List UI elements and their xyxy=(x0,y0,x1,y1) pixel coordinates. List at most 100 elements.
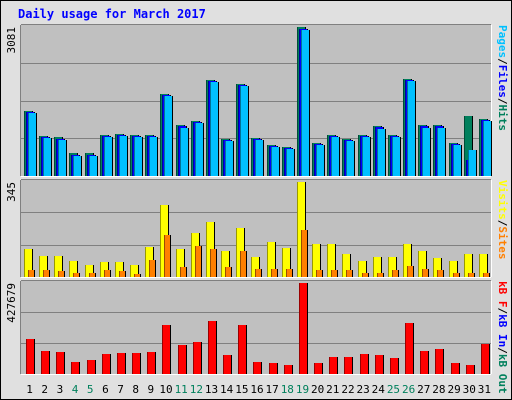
bar-pages xyxy=(468,150,477,176)
bar-kb-f xyxy=(284,365,293,374)
bar-sites xyxy=(392,270,399,277)
bar-pages xyxy=(407,81,416,176)
bar-kb-f xyxy=(314,363,323,374)
bar-kb-f xyxy=(299,283,308,374)
bar-pages xyxy=(164,96,173,176)
bar-kb-f xyxy=(405,323,414,374)
bar-pages xyxy=(346,141,355,176)
bar-pages xyxy=(119,136,128,176)
x-tick-label: 30 xyxy=(463,383,476,396)
bar-pages xyxy=(377,129,386,176)
bar-visits xyxy=(39,256,48,277)
bar-sites xyxy=(73,273,80,277)
x-tick-label: 29 xyxy=(447,383,460,396)
bar-hits xyxy=(464,116,473,176)
bar-kb-f xyxy=(223,355,232,374)
bar-visits xyxy=(327,244,336,277)
bar-sites xyxy=(104,270,111,277)
bar-kb-f xyxy=(147,352,156,374)
bar-visits xyxy=(54,256,63,277)
bar-visits xyxy=(388,257,397,277)
legend-pages-files-hits: Pages/Files/Hits xyxy=(496,25,509,131)
x-tick-label: 3 xyxy=(57,383,64,396)
bar-sites xyxy=(437,270,444,277)
chart-title: Daily usage for March 2017 xyxy=(18,7,206,21)
bar-kb-f xyxy=(117,353,126,374)
bar-sites xyxy=(286,269,293,277)
bar-sites xyxy=(331,270,338,277)
bar-visits xyxy=(449,261,458,277)
bar-kb-f xyxy=(56,352,65,374)
bar-pages xyxy=(43,138,52,176)
x-tick-label: 2 xyxy=(41,383,48,396)
bar-visits xyxy=(251,257,260,277)
bar-kb-f xyxy=(208,321,217,374)
x-tick-label: 11 xyxy=(175,383,188,396)
bar-visits xyxy=(267,242,276,277)
legend-entry: / xyxy=(496,98,509,105)
x-tick-label: 25 xyxy=(387,383,400,396)
bar-visits xyxy=(464,254,473,277)
x-tick-label: 16 xyxy=(250,383,263,396)
bar-kb-f xyxy=(26,339,35,374)
legend-kbytes: kB F/kB In/kB Out xyxy=(496,281,509,394)
x-tick-label: 5 xyxy=(87,383,94,396)
bar-sites xyxy=(195,246,202,277)
bar-sites xyxy=(377,273,384,277)
x-tick-label: 1 xyxy=(26,383,33,396)
y-max-label: 427679 xyxy=(5,283,18,323)
bar-kb-f xyxy=(420,351,429,374)
x-tick-label: 14 xyxy=(220,383,234,396)
bar-pages xyxy=(58,140,67,176)
bar-kb-f xyxy=(269,363,278,374)
x-tick-label: 28 xyxy=(432,383,445,396)
bar-pages xyxy=(104,137,113,176)
bar-pages xyxy=(255,140,264,176)
bar-pages xyxy=(301,30,310,176)
legend-entry: Files xyxy=(496,65,509,98)
bar-kb-f xyxy=(178,345,187,374)
x-tick-label: 6 xyxy=(102,383,109,396)
x-tick-label: 7 xyxy=(117,383,124,396)
bar-sites xyxy=(43,270,50,277)
bar-kb-f xyxy=(360,354,369,374)
bar-visits xyxy=(312,244,321,277)
x-tick-label: 31 xyxy=(478,383,491,396)
bar-sites xyxy=(164,235,171,277)
bar-sites xyxy=(316,270,323,277)
y-max-label: 3081 xyxy=(5,27,18,54)
bar-sites xyxy=(362,273,369,277)
bar-kb-f xyxy=(390,358,399,374)
bar-visits xyxy=(85,265,94,277)
bar-sites xyxy=(255,269,262,277)
bar-kb-f xyxy=(71,362,80,374)
bar-sites xyxy=(89,273,96,277)
bar-pages xyxy=(331,137,340,176)
bar-sites xyxy=(134,274,141,277)
legend-entry: kB In xyxy=(496,314,509,347)
bar-pages xyxy=(225,141,234,176)
legend-entry: kB Out xyxy=(496,354,509,394)
bar-sites xyxy=(240,251,247,277)
bar-visits xyxy=(176,249,185,277)
bar-kb-f xyxy=(451,363,460,374)
bar-visits xyxy=(100,262,109,277)
bar-pages xyxy=(210,82,219,176)
bar-sites xyxy=(28,270,35,277)
x-tick-label: 4 xyxy=(72,383,79,396)
bar-visits xyxy=(373,257,382,277)
x-tick-label: 19 xyxy=(296,383,309,396)
bar-sites xyxy=(483,273,490,277)
bar-kb-f xyxy=(481,344,490,374)
x-tick-label: 18 xyxy=(281,383,294,396)
bar-pages xyxy=(453,145,462,176)
x-tick-label: 22 xyxy=(341,383,354,396)
legend-entry: / xyxy=(496,308,509,315)
x-tick-label: 9 xyxy=(148,383,155,396)
bar-pages xyxy=(316,145,325,176)
legend-entry: / xyxy=(496,347,509,354)
bar-sites xyxy=(468,273,475,277)
x-tick-label: 8 xyxy=(132,383,139,396)
bar-pages xyxy=(271,147,280,176)
